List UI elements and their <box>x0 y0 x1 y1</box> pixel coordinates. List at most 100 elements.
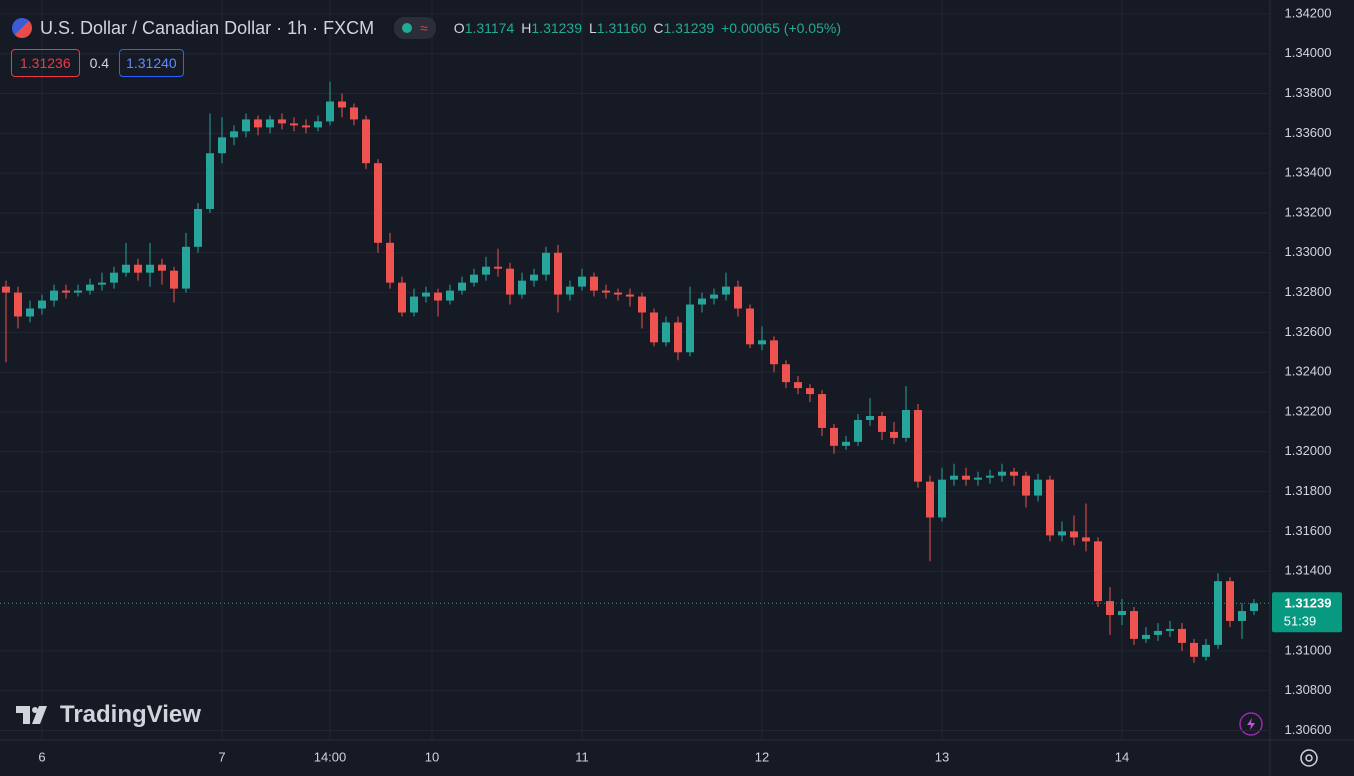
candle-body <box>122 264 130 273</box>
candle-body <box>758 340 766 345</box>
candle-body <box>1010 471 1018 476</box>
candle-body <box>1166 628 1174 631</box>
sell-button[interactable]: 1.31236 <box>11 49 80 77</box>
candle-body <box>170 270 178 289</box>
candle-body <box>902 410 910 438</box>
candle-body <box>218 137 226 154</box>
candle-body <box>722 286 730 295</box>
candle-body <box>854 419 862 442</box>
x-tick-label: 14:00 <box>314 749 347 764</box>
candle-body <box>314 121 322 128</box>
candle-body <box>1190 642 1198 657</box>
candle-body <box>50 290 58 301</box>
candle-body <box>110 272 118 283</box>
candle-body <box>1046 479 1054 536</box>
candle-body <box>782 364 790 383</box>
countdown: 51:39 <box>1284 614 1317 629</box>
ohlc: O1.31174 H1.31239 L1.31160 C1.31239 +0.0… <box>454 20 841 36</box>
y-tick-label: 1.34200 <box>1285 5 1332 20</box>
candle-body <box>494 266 502 269</box>
candle-body <box>686 304 694 353</box>
x-tick-label: 14 <box>1115 749 1129 764</box>
candle-body <box>1202 644 1210 657</box>
candle-body <box>662 322 670 343</box>
candle-body <box>422 292 430 297</box>
candle-body <box>230 131 238 138</box>
y-tick-label: 1.33600 <box>1285 125 1332 140</box>
candle-body <box>446 290 454 301</box>
status-badge[interactable]: ≈ <box>394 17 436 39</box>
candle-body <box>794 382 802 389</box>
symbol-flag <box>12 18 32 38</box>
candle-body <box>830 427 838 446</box>
candle-body <box>62 290 70 293</box>
last-price-box <box>1272 592 1342 633</box>
ohlc-value: 1.31160 <box>596 20 647 36</box>
ohlc-value: 1.31239 <box>531 20 582 36</box>
settings-icon[interactable] <box>1300 749 1318 767</box>
candle-body <box>698 298 706 305</box>
candle-body <box>194 208 202 247</box>
candle-body <box>1238 611 1246 621</box>
ohlc-label: H <box>521 20 532 36</box>
candle-body <box>206 153 214 209</box>
candle-body <box>506 268 514 295</box>
y-tick-label: 1.33800 <box>1285 85 1332 100</box>
candle-body <box>638 296 646 313</box>
candle-body <box>290 123 298 126</box>
y-tick-label: 1.33200 <box>1285 204 1332 219</box>
candle-body <box>746 308 754 345</box>
candle-body <box>1034 479 1042 496</box>
candle-body <box>578 276 586 287</box>
y-tick-label: 1.33400 <box>1285 165 1332 180</box>
candle-body <box>1130 611 1138 639</box>
candle-body <box>1178 628 1186 643</box>
candle-body <box>962 475 970 480</box>
candle-body <box>1118 611 1126 616</box>
candle-body <box>158 264 166 271</box>
candle-body <box>326 101 334 122</box>
last-price-label: 1.31239 <box>1285 596 1332 611</box>
candle-body <box>566 286 574 295</box>
y-tick-label: 1.34000 <box>1285 45 1332 60</box>
candle-body <box>974 477 982 480</box>
candle-body <box>1250 603 1258 612</box>
lightning-icon[interactable] <box>1239 712 1263 736</box>
x-tick-label: 10 <box>425 749 439 764</box>
ohlc-value: 1.31174 <box>464 20 515 36</box>
candle-body <box>710 294 718 299</box>
candle-body <box>398 282 406 313</box>
candle-body <box>74 290 82 293</box>
logo-text: TradingView <box>60 701 201 728</box>
candle-body <box>278 119 286 124</box>
candle-body <box>614 292 622 295</box>
candle-body <box>1106 601 1114 616</box>
candle-body <box>1154 630 1162 635</box>
x-tick-label: 7 <box>218 749 225 764</box>
trade-buttons: 1.31236 0.4 1.31240 <box>11 49 184 77</box>
buy-button[interactable]: 1.31240 <box>119 49 184 77</box>
candle-body <box>842 441 850 446</box>
change: +0.00065 (+0.05%) <box>721 20 841 36</box>
candle-body <box>38 300 46 309</box>
candle-body <box>734 286 742 309</box>
symbol-title[interactable]: U.S. Dollar / Canadian Dollar · 1h · FXC… <box>40 17 375 38</box>
y-tick-label: 1.31800 <box>1285 483 1332 498</box>
logo[interactable]: TradingView <box>16 701 201 729</box>
y-tick-label: 1.31000 <box>1285 642 1332 657</box>
candle-body <box>86 284 94 291</box>
candle-body <box>254 119 262 128</box>
candle-body <box>410 296 418 313</box>
y-tick-label: 1.31400 <box>1285 563 1332 578</box>
candle-body <box>926 481 934 518</box>
candle-body <box>26 308 34 317</box>
x-tick-label: 13 <box>935 749 949 764</box>
y-tick-label: 1.32800 <box>1285 284 1332 299</box>
y-tick-label: 1.32200 <box>1285 403 1332 418</box>
x-tick-label: 12 <box>755 749 769 764</box>
candle-body <box>482 266 490 275</box>
candle-body <box>1070 531 1078 538</box>
candle-body <box>542 252 550 275</box>
